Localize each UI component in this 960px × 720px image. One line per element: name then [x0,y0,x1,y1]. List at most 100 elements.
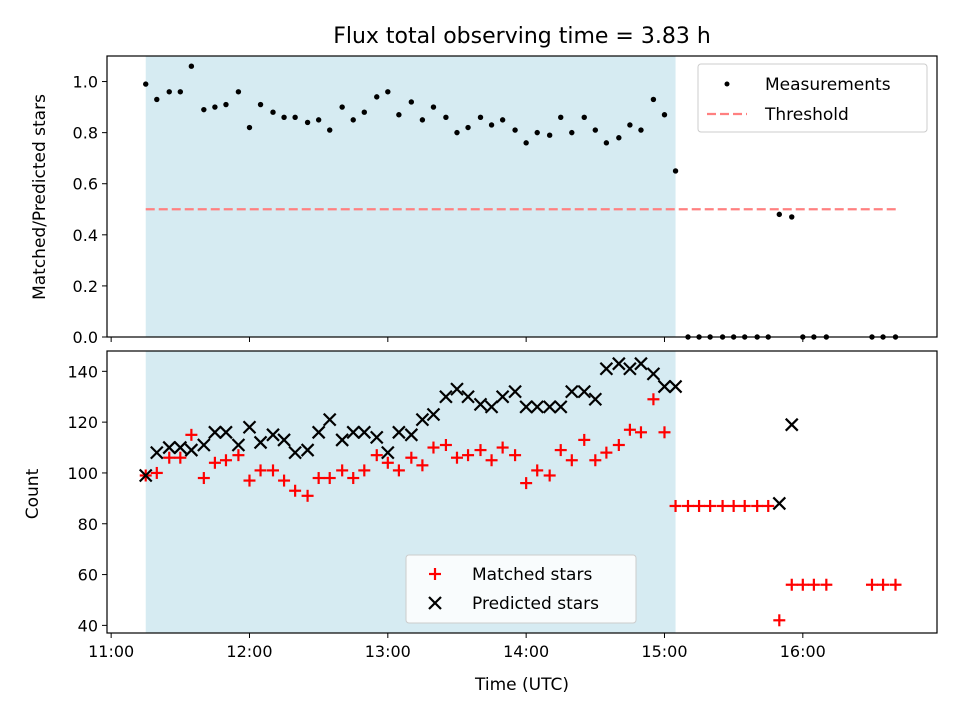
measurement-point [396,112,402,118]
bottom-panel: 40 60 80 100 120 140 Count 11:00 12:00 13:00 14:… [23,350,938,695]
predicted-star-point [426,407,441,422]
matched-star-point [289,484,302,497]
predicted-star-point [231,438,246,452]
matched-star-point [738,499,751,512]
matched-star-point [716,499,729,512]
y-tick-label: 0.8 [73,124,98,143]
measurement-point [361,109,367,115]
measurement-point [546,132,553,138]
matched-star-point [358,464,371,477]
y-tick-label: 0.0 [73,328,98,347]
top-legend: Measurements Threshold [697,63,928,133]
predicted-star-point [242,420,257,434]
top-ylabel: Matched/Predicted stars [30,94,50,300]
measurement-point [281,114,287,121]
matched-star-point [704,499,717,512]
predicted-star-point [612,356,626,371]
bottom-axes-frame [106,350,938,634]
predicted-star-point [138,468,153,483]
matched-star-point [531,464,544,477]
measurement-point [477,114,484,121]
predicted-star-point [577,384,592,399]
matched-star-point [450,451,463,464]
measurement-point [592,127,599,133]
bottom-yticks: 40 60 80 100 120 140 [67,362,107,635]
predicted-star-point [322,412,337,427]
measurement-point [257,101,264,108]
bottom-xticks: 11:00 12:00 13:00 14:00 15:00 16:00 [88,633,826,661]
matched-star-point [669,499,682,512]
matched-star-point [427,441,440,454]
y-tick-label: 40 [78,616,98,635]
legend-measurements-marker [724,81,730,87]
measurement-point [177,89,184,95]
measurement-point [650,96,657,103]
predicted-star-point [208,425,222,440]
matched-star-point [509,449,522,462]
matched-star-point [889,578,902,591]
predicted-star-point [484,400,499,414]
y-tick-label: 80 [78,515,98,534]
predicted-star-point [381,445,395,460]
matched-star-point [243,474,256,487]
matched-star-point [682,499,694,512]
matched-star-point [370,449,383,462]
predicted-star-point [772,496,787,511]
matched-star-point [197,472,210,485]
x-tick-label: 12:00 [226,642,272,661]
matched-star-point [185,428,198,441]
measurement-point [292,114,298,121]
matched-star-point [496,441,509,454]
measurement-point [270,109,276,115]
matched-star-point [727,499,740,512]
measurement-point [339,104,345,110]
bottom-ylabel: Count [23,468,43,519]
predicted-star-point [439,389,453,404]
predicted-star-point [495,389,510,404]
matched-star-point [623,423,636,436]
predicted-star-point [184,443,199,457]
measurement-point [201,106,207,113]
matched-star-point [312,472,325,485]
top-yticks: 0.0 0.2 0.4 0.6 0.8 1.0 [73,73,107,347]
matched-star-point [336,464,349,477]
predicted-star-point [599,362,614,376]
predicted-star-point [415,412,430,427]
matched-star-point [416,459,429,472]
measurement-point [188,63,195,69]
predicted-star-point [473,397,488,412]
y-tick-label: 0.2 [73,277,98,296]
measurement-point [672,168,679,174]
measurement-point [443,114,449,121]
measurement-point [488,122,495,128]
bottom-legend-box [405,554,637,624]
measurement-point [374,94,380,100]
matched-star-point [347,472,360,485]
legend-matched-marker [429,568,441,580]
x-tick-label: 16:00 [780,642,826,661]
x-tick-label: 11:00 [88,642,134,661]
y-tick-label: 0.4 [73,226,98,245]
measurement-point [638,127,644,133]
measurement-point [776,211,782,218]
predicted-star-point [346,425,361,440]
y-tick-label: 60 [78,566,98,585]
measurement-point [569,129,575,136]
matched-star-point [565,454,578,467]
matched-star-point [600,446,613,459]
matched-star-point [693,499,706,512]
matched-star-point [267,464,279,477]
matched-star-point [785,578,798,591]
matched-star-point [589,454,602,467]
matched-star-point [219,454,232,467]
matched-stars-series [139,393,902,627]
measurement-point [223,101,229,108]
matched-star-point [163,451,176,464]
measurement-point [350,117,356,123]
x-axis-label: Time (UTC) [474,675,569,695]
measurement-point [603,140,610,146]
legend-threshold-label: Threshold [764,105,849,125]
legend-measurements-label: Measurements [765,75,891,95]
predicted-star-point [519,400,533,414]
